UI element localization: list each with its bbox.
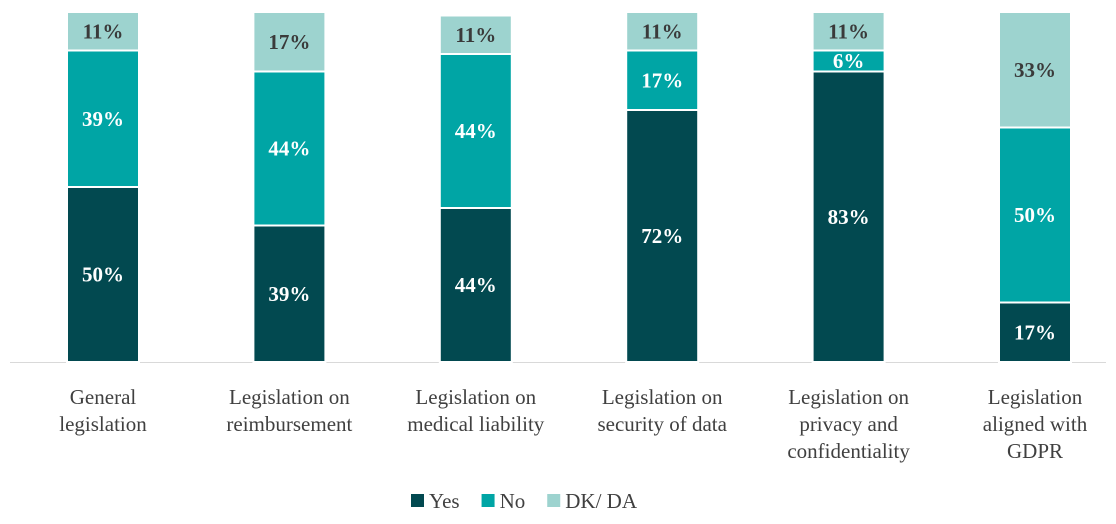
legend-swatch: [411, 494, 424, 507]
data-label: 11%: [642, 19, 683, 43]
bar-segment-yes: [438, 207, 513, 363]
category-label: Legislation on security of data: [597, 385, 727, 436]
bar-segment-yes: [625, 109, 700, 363]
category-label: General legislation: [59, 385, 147, 436]
data-label: 11%: [455, 23, 496, 47]
bar-segment-dk-da: [438, 14, 513, 55]
data-label: 39%: [268, 282, 310, 306]
data-label: 44%: [455, 273, 497, 297]
legend-label: Yes: [429, 489, 460, 513]
bar-segment-no: [998, 126, 1072, 304]
category-label: Legislation on privacy and confidentiality: [787, 385, 910, 463]
bar-segment-no: [625, 49, 700, 111]
bar-segment-yes: [998, 301, 1072, 363]
data-label: 17%: [1014, 320, 1056, 344]
bar-segment-yes: [252, 224, 327, 363]
data-label: 17%: [268, 30, 310, 54]
data-label: 33%: [1014, 58, 1056, 82]
data-label: 11%: [828, 19, 869, 43]
data-label: 39%: [82, 107, 124, 131]
legend: Yes No DK/ DA: [411, 489, 638, 513]
data-label: 50%: [1014, 203, 1056, 227]
bar-segment-dk-da: [252, 11, 327, 73]
bar-segment-no: [66, 49, 140, 188]
bar-segment-dk-da: [625, 11, 700, 52]
bar-stack: [625, 11, 700, 363]
bar-stack: [66, 11, 140, 363]
data-label: 44%: [268, 137, 310, 161]
bar-segment-yes: [66, 186, 140, 363]
bar-segment-no: [252, 70, 327, 227]
bar-segment-no: [438, 53, 513, 209]
legend-swatch: [547, 494, 561, 507]
bar-segment-yes: [811, 70, 886, 363]
category-label: Legislation on reimbursement: [226, 385, 352, 436]
legend-swatch: [481, 494, 495, 507]
data-label: 17%: [641, 68, 683, 92]
data-label: 83%: [828, 205, 870, 229]
data-label: 6%: [833, 49, 865, 73]
bar-stack: [252, 11, 327, 363]
category-label: Legislation aligned with GDPR: [983, 385, 1088, 463]
data-label: 50%: [82, 263, 124, 287]
bar-segment-dk-da: [66, 11, 140, 52]
bar-stack: [438, 14, 513, 363]
data-label: 72%: [641, 224, 683, 248]
data-label: 44%: [455, 119, 497, 143]
bar-stack: [811, 11, 886, 363]
data-label: 11%: [83, 19, 124, 43]
bar-segment-dk-da: [998, 11, 1072, 129]
legend-label: No: [500, 489, 526, 513]
bar-stack: [998, 11, 1072, 363]
bar-segment-dk-da: [811, 11, 886, 52]
legend-label: DK/ DA: [565, 489, 638, 513]
category-label: Legislation on medical liability: [407, 385, 545, 436]
